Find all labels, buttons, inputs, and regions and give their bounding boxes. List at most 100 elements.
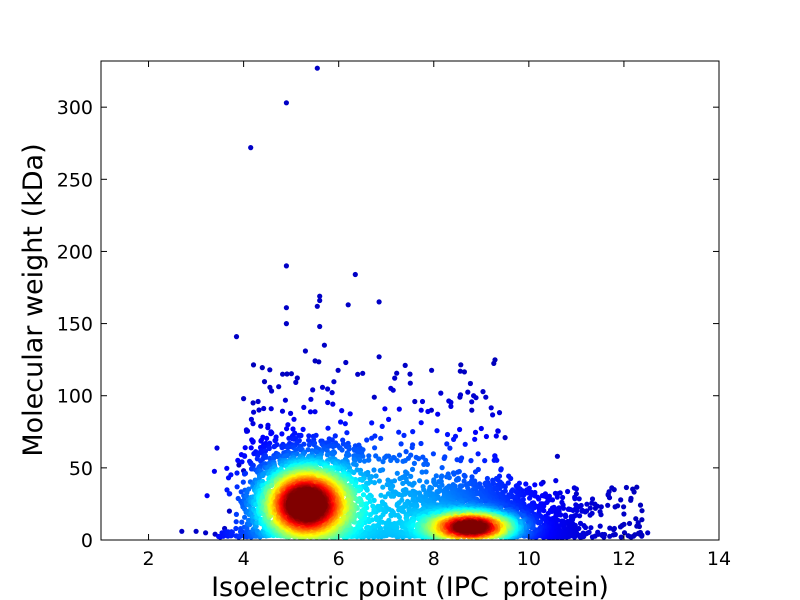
data-point [298,433,304,439]
data-point [270,455,277,461]
data-point [269,482,275,488]
data-point [587,505,593,511]
data-point [224,465,230,471]
data-point [469,399,475,405]
data-point [331,379,337,385]
data-point [325,399,331,406]
data-point [621,504,627,510]
data-point [248,445,254,451]
data-point [618,497,624,503]
data-point [472,469,479,475]
data-point [290,426,296,432]
data-point [224,487,230,493]
data-point [561,524,567,530]
data-point [351,461,357,467]
data-point [360,370,366,376]
data-point [398,441,404,447]
data-point [388,457,394,463]
data-point [407,380,413,386]
data-point [411,460,417,466]
data-point [283,263,289,269]
data-point [589,534,596,540]
data-point [388,513,394,519]
data-point [233,511,239,517]
data-point [409,482,415,488]
data-point [335,367,341,373]
data-point [272,437,278,444]
data-point [597,523,603,529]
data-point [339,408,345,414]
data-point [276,384,282,390]
data-point [330,443,336,450]
data-point [465,389,471,395]
data-point [633,516,639,522]
data-point [573,502,579,508]
data-point [285,422,291,428]
data-point [258,423,264,429]
data-point [400,480,406,486]
data-point [330,401,336,407]
data-point [457,426,463,433]
data-point [468,458,474,464]
data-point [577,533,583,540]
data-point [302,348,308,354]
data-point [637,502,644,508]
data-point [325,425,331,431]
data-point [589,496,596,502]
data-point [461,478,467,484]
data-point [553,478,559,484]
data-point [244,525,250,531]
data-point [461,369,467,375]
data-point [338,419,344,425]
data-point [364,437,370,443]
data-point [376,456,382,462]
data-point [451,436,457,442]
data-point [478,425,484,432]
data-point [595,529,601,535]
data-point [451,471,457,477]
data-point [256,407,262,413]
data-point [429,367,435,373]
data-point [559,499,565,505]
data-point [294,375,300,381]
data-point [269,388,275,394]
data-point [284,371,290,377]
data-point [483,394,489,400]
data-point [247,522,253,528]
data-point [316,359,322,365]
data-point [260,472,266,479]
data-point [469,474,475,480]
data-point [214,445,220,451]
data-point [448,403,454,409]
data-point [623,484,630,491]
data-point [394,470,400,476]
data-point [279,408,286,414]
data-point [458,362,464,368]
data-point [364,487,370,493]
data-point [490,412,496,418]
data-point [265,425,271,431]
data-point [382,455,388,461]
data-point [321,342,327,348]
data-point [279,431,285,437]
data-point [390,387,396,393]
data-point [211,468,217,474]
data-point [396,452,403,458]
data-point [480,389,486,395]
data-point [259,478,266,484]
data-point [310,387,316,393]
data-point [280,371,286,377]
data-point [462,441,468,447]
data-point [380,484,386,490]
data-point [314,449,320,455]
data-point [416,456,422,462]
data-point [621,530,628,536]
data-point [473,395,479,401]
data-point [251,409,257,415]
data-point [483,433,489,440]
data-point [576,525,582,532]
data-point [635,520,641,526]
data-point [314,65,320,71]
data-point [376,478,382,484]
data-point [382,406,388,412]
